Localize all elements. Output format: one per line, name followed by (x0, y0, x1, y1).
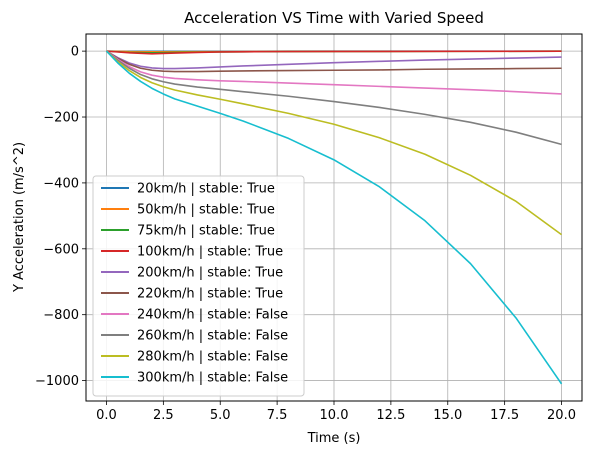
y-tick-label: −200 (43, 111, 79, 126)
x-tick-label: 20.0 (547, 408, 576, 423)
x-axis-label: Time (s) (307, 431, 361, 446)
y-tick-label: −800 (43, 308, 79, 323)
legend-entry: 100km/h | stable: True (137, 245, 283, 260)
x-tick-label: 10.0 (320, 408, 349, 423)
x-tick-label: 0.0 (96, 408, 117, 423)
series-line-7 (106, 50, 562, 95)
legend-entry: 260km/h | stable: False (137, 329, 288, 344)
series-line-4 (106, 50, 562, 55)
y-tick-label: −400 (43, 176, 79, 191)
series-line-10 (105, 50, 563, 385)
x-tick-label: 5.0 (210, 408, 231, 423)
y-tick-label: −1000 (35, 374, 79, 389)
legend-box (92, 175, 305, 397)
legend-entry: 75km/h | stable: True (137, 224, 275, 239)
y-tick-label: −600 (43, 242, 79, 257)
series-line-5 (106, 50, 562, 70)
legend-entry: 280km/h | stable: False (137, 350, 288, 365)
legend-entry: 20km/h | stable: True (137, 182, 275, 197)
x-tick-label: 7.5 (267, 408, 288, 423)
x-ticks: 0.0 2.5 5.0 7.5 10.0 12.5 15.0 17.5 20.0 (96, 401, 576, 423)
legend-entry: 300km/h | stable: False (137, 371, 288, 386)
y-ticks: 0 −200 −400 −600 −800 −1000 (35, 45, 86, 389)
legend-entry: 50km/h | stable: True (137, 203, 275, 218)
x-tick-label: 15.0 (433, 408, 462, 423)
chart-title: Acceleration VS Time with Varied Speed (184, 9, 484, 27)
y-axis-label: Y Acceleration (m/s^2) (12, 142, 27, 293)
series-line-6 (106, 50, 562, 73)
series-line-9 (105, 50, 562, 236)
series-lines (105, 50, 563, 385)
legend-entry: 240km/h | stable: False (137, 308, 288, 323)
x-tick-label: 2.5 (153, 408, 174, 423)
legend-entry: 220km/h | stable: True (137, 287, 283, 302)
y-tick-label: 0 (71, 45, 79, 60)
legend-entry: 200km/h | stable: True (137, 266, 283, 281)
legend: 20km/h | stable: True 50km/h | stable: Tr… (92, 175, 305, 397)
x-tick-label: 17.5 (490, 408, 519, 423)
x-tick-label: 12.5 (376, 408, 405, 423)
series-line-8 (105, 50, 562, 146)
